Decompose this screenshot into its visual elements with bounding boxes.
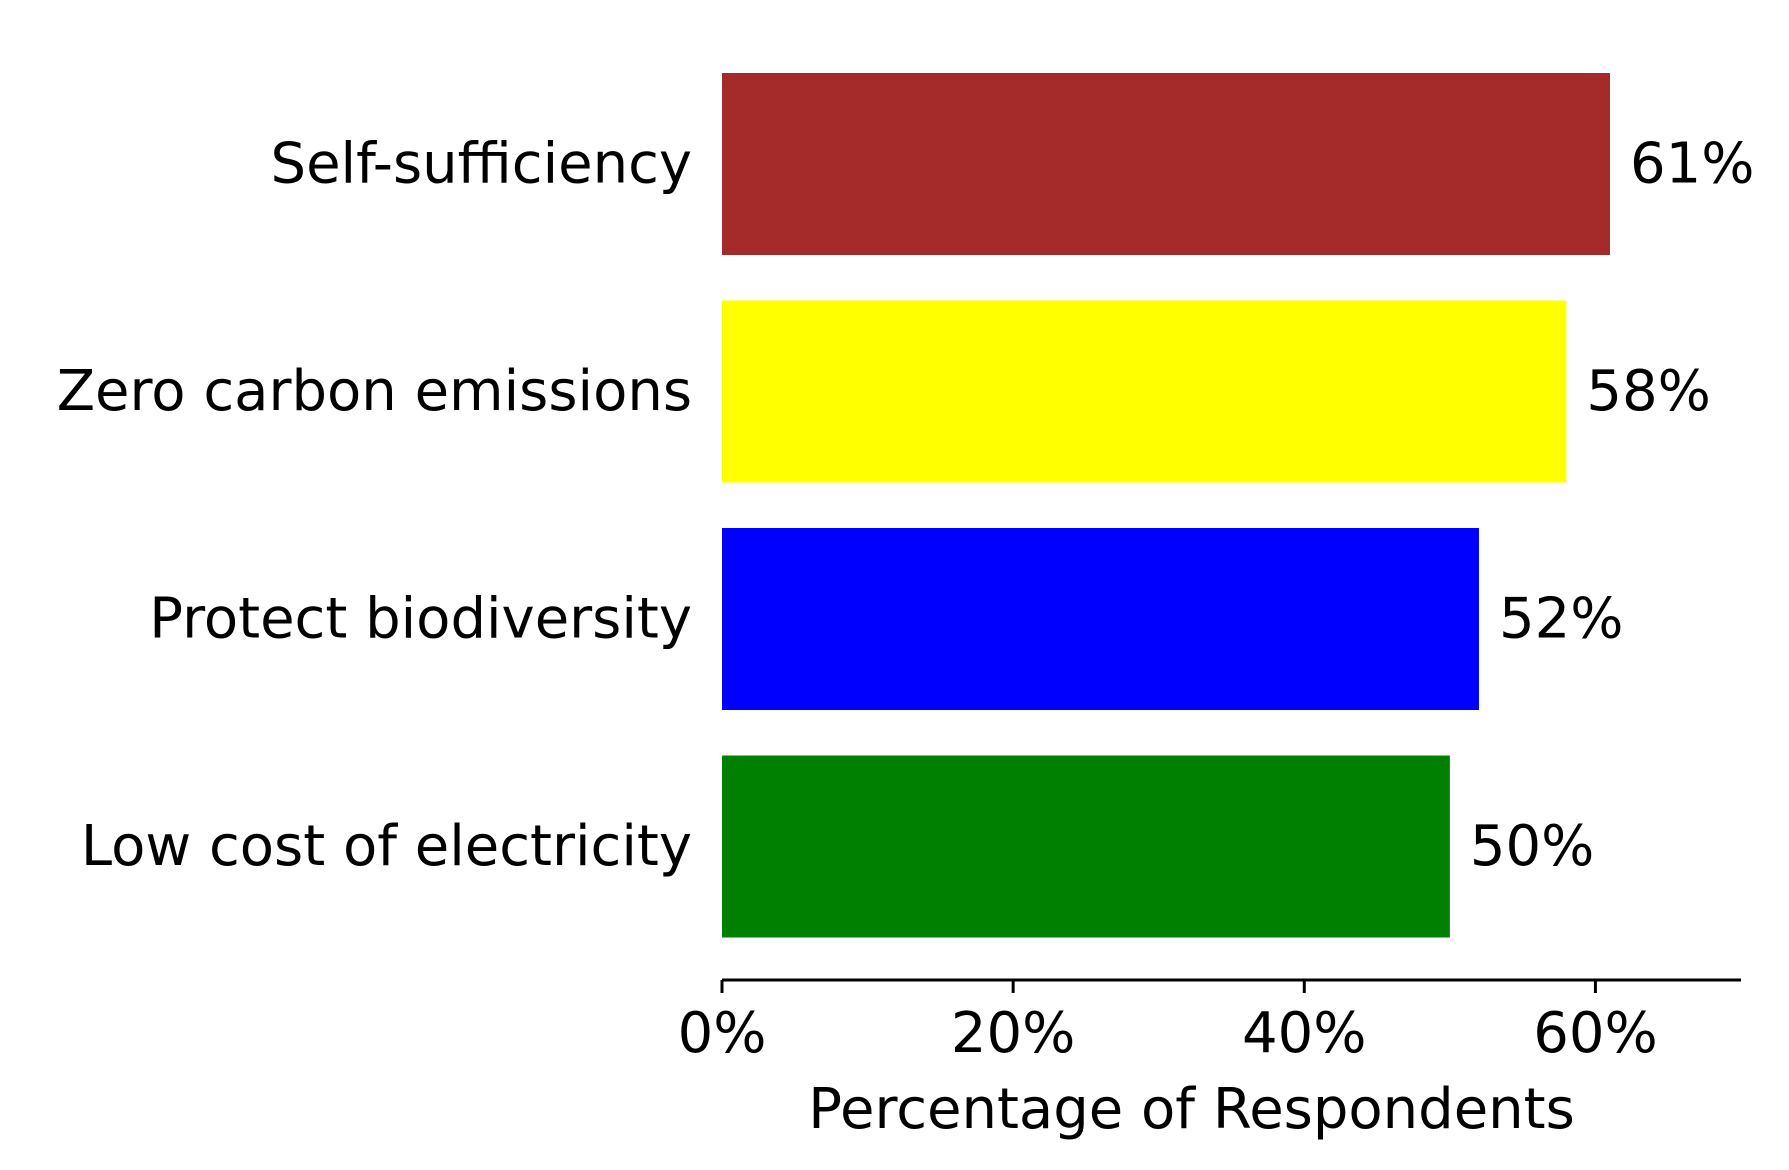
category-label-zero-carbon-emissions: Zero carbon emissions	[57, 359, 692, 424]
x-axis-title: Percentage of Respondents	[808, 1077, 1575, 1142]
value-label-zero-carbon-emissions: 58%	[1586, 359, 1710, 424]
x-tick-label: 60%	[1533, 1001, 1657, 1066]
value-labels: 61% 58% 52% 50%	[1470, 132, 1755, 880]
category-labels: Self-sufficiency Zero carbon emissions Pro…	[57, 132, 692, 880]
value-label-self-sufficiency: 61%	[1630, 132, 1754, 197]
value-label-low-cost-of-electricity: 50%	[1470, 814, 1594, 879]
bar-protect-biodiversity	[722, 528, 1479, 710]
category-label-self-sufficiency: Self-sufficiency	[271, 132, 692, 197]
bars	[722, 73, 1610, 938]
x-tick-label: 40%	[1242, 1001, 1366, 1066]
category-label-protect-biodiversity: Protect biodiversity	[149, 587, 692, 652]
bar-low-cost-of-electricity	[722, 755, 1450, 938]
bar-zero-carbon-emissions	[722, 300, 1567, 483]
value-label-protect-biodiversity: 52%	[1499, 587, 1623, 652]
category-label-low-cost-of-electricity: Low cost of electricity	[81, 814, 692, 879]
bar-self-sufficiency	[722, 73, 1610, 255]
x-tick-label: 20%	[951, 1001, 1075, 1066]
x-axis: 0% 20% 40% 60%	[678, 978, 1741, 1066]
x-tick-label: 0%	[678, 1001, 767, 1066]
